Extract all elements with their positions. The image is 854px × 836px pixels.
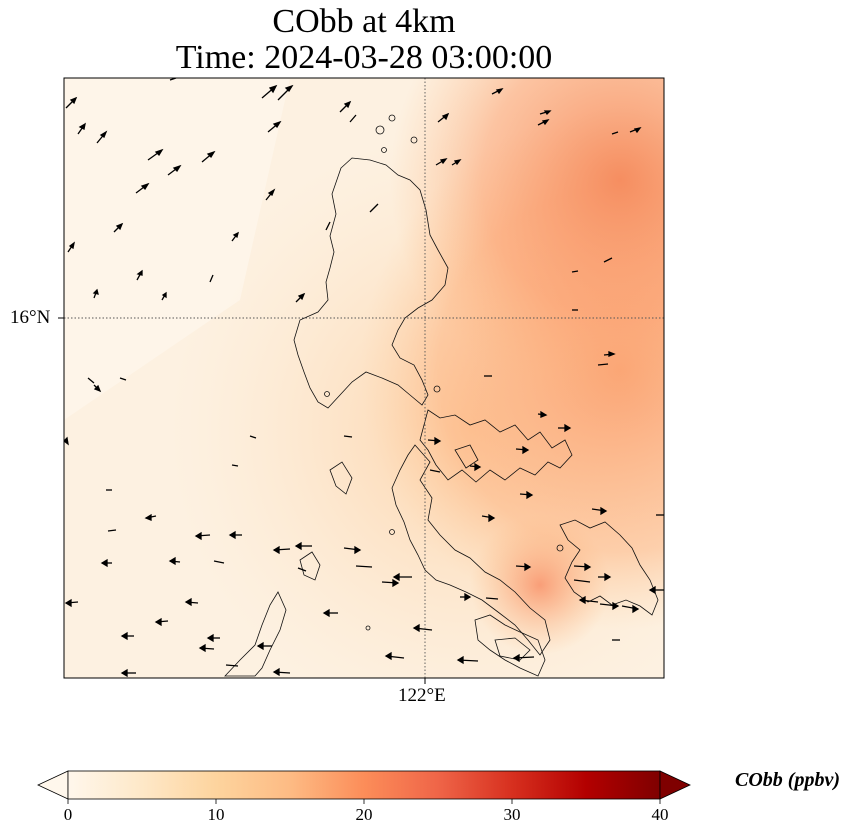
colorbar-max-extend [659, 770, 691, 800]
coastlines [224, 114, 659, 677]
latitude-tick-label: 16°N [10, 307, 51, 328]
colorbar-tick-label: 20 [355, 805, 373, 824]
colorbar-tick-label: 10 [207, 805, 225, 824]
longitude-tick-label: 122°E [398, 685, 446, 706]
map-title: CObb at 4km [272, 3, 456, 40]
colorbar-tick-label: 0 [63, 805, 73, 824]
colorbar-tick-label: 30 [503, 805, 521, 824]
colorbar [37, 770, 691, 804]
map-time-subtitle: Time: 2024-03-28 03:00:00 [175, 39, 553, 76]
colorbar-tick-label: 40 [651, 805, 669, 824]
colorbar-min-extend [37, 770, 69, 800]
colorbar-gradient [67, 770, 661, 800]
wind-vectors [64, 78, 664, 678]
map-panel [58, 77, 665, 684]
colorbar-label: CObb (ppbv) [735, 769, 840, 791]
concentration-field [64, 78, 664, 678]
map-frame [63, 77, 665, 679]
